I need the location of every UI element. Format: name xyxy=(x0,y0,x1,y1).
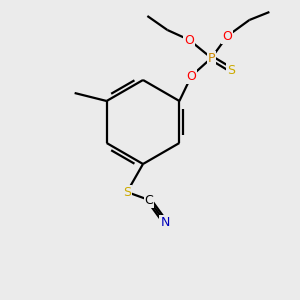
Text: C: C xyxy=(145,194,153,206)
Text: O: O xyxy=(184,34,194,46)
Text: O: O xyxy=(186,70,196,83)
Text: S: S xyxy=(123,185,131,199)
Text: N: N xyxy=(160,215,170,229)
Text: S: S xyxy=(227,64,236,76)
Text: P: P xyxy=(208,52,215,64)
Text: O: O xyxy=(222,29,232,43)
